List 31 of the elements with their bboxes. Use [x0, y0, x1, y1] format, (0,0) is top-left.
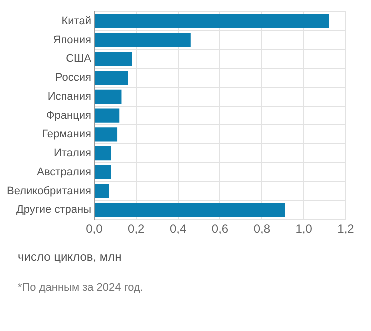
bar	[94, 184, 110, 198]
y-tick-label: Испания	[48, 90, 92, 103]
x-tick-label: 0,2	[128, 222, 146, 236]
bar	[94, 128, 118, 142]
x-tick-label: 1,0	[296, 222, 313, 236]
bar	[94, 108, 120, 123]
bar	[94, 14, 330, 29]
y-tick-label: Великобритания	[6, 185, 92, 198]
bar	[94, 146, 112, 161]
bar	[94, 203, 286, 218]
x-tick-label: 1,2	[338, 222, 355, 236]
bar	[94, 70, 128, 86]
bar	[94, 165, 112, 180]
bar	[94, 33, 191, 48]
y-tick-label: Япония	[53, 34, 92, 46]
x-tick-label: 0,6	[212, 222, 229, 236]
x-tick-label: 0,8	[254, 222, 271, 236]
y-tick-label: США	[66, 53, 92, 66]
x-tick-label: 0,0	[86, 222, 104, 236]
y-tick-label: Италия	[54, 148, 92, 160]
y-tick-label: Франция	[46, 110, 92, 122]
y-tick-label: Другие страны	[16, 204, 92, 216]
bar	[94, 90, 122, 104]
y-tick-label: Китай	[62, 15, 92, 28]
y-tick-label: Германия	[42, 128, 92, 141]
bar	[94, 52, 132, 66]
text: *По данным за 2024 год.	[18, 282, 144, 294]
y-tick-label: Австралия	[37, 166, 92, 178]
x-tick-label: 0,4	[170, 222, 187, 236]
x-axis-title: число циклов, млн	[18, 250, 123, 264]
y-tick-label: Россия	[55, 72, 92, 84]
